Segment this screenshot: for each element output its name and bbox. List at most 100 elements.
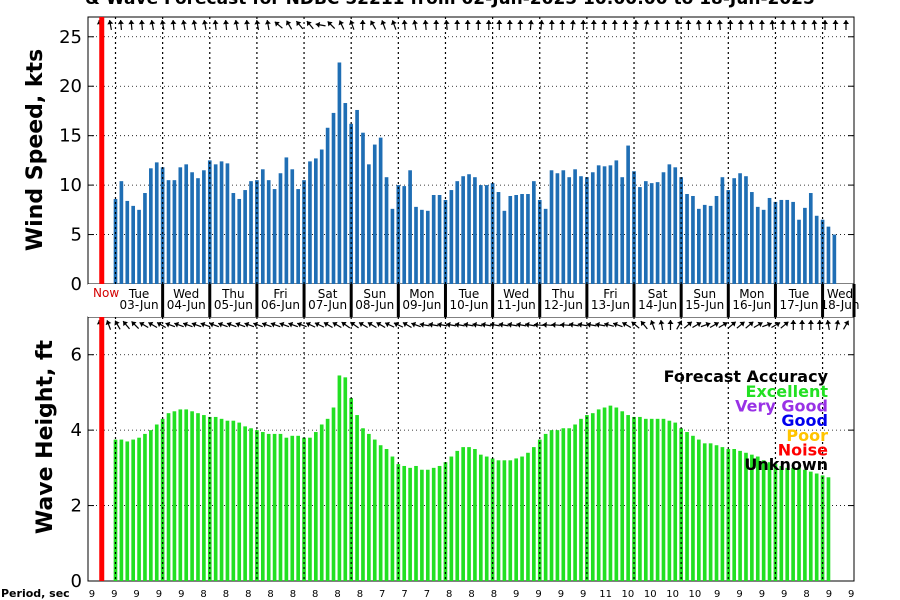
bar [143,433,147,581]
arrow-head [138,20,145,25]
date-label: 12-Jun [544,298,583,312]
direction-arrow [580,20,587,30]
bar [219,418,224,581]
direction-arrow [402,321,412,329]
day-of-week-label: Wed [827,287,853,301]
y-tick-label: 25 [59,27,82,48]
arrow-head [790,20,797,25]
y-tick-label: 20 [59,76,82,97]
bar [325,127,330,284]
direction-arrow [643,19,650,31]
bar [249,428,253,581]
bar [673,422,678,581]
arrow-head [391,20,397,26]
direction-arrow [664,20,671,30]
arrow-head [446,321,451,328]
direction-arrow [454,321,465,328]
period-value: 10 [689,589,702,600]
arrow-head [780,20,786,24]
bar [797,467,801,581]
period-value: 8 [446,589,452,600]
day-of-week-label: Mon [409,287,434,301]
direction-arrow [332,321,342,329]
direction-arrow [631,321,640,329]
direction-arrow [295,20,304,30]
arrow-head [686,321,692,327]
date-label: 18-Jun [820,298,859,312]
date-label: 05-Jun [214,298,253,312]
arrow-head [658,320,665,325]
bar [237,198,242,284]
bar [461,447,465,581]
date-label: 17-Jun [779,298,818,312]
bar [785,467,790,581]
wind-speed-axis-label: Wind Speed, kts [23,49,48,251]
bar [390,456,395,581]
bar [579,176,583,284]
period-row: 9 9 9 9 9 8 8 8 8 8 8 8 8 7 7 7 8 8 8 9 9 9 9 11 10 10 10 10 9 9 9 9 8 9 9 [89,589,855,600]
day-of-week-label: Tue [788,287,810,301]
direction-arrow [674,20,681,30]
bar [331,407,336,581]
direction-arrow [244,321,255,328]
arrow-head [433,20,440,24]
bar [732,449,737,581]
arrow-head [212,20,219,25]
direction-arrow [658,319,665,331]
direction-arrow [359,20,366,30]
bar [119,181,124,284]
bar [219,161,224,284]
bar [349,398,354,581]
arrow-head [402,321,408,328]
arrow-head [288,321,294,328]
bar [532,181,536,284]
bar [738,450,742,581]
direction-arrow [542,321,553,328]
direction-arrow [667,320,674,330]
arrow-head [713,321,719,328]
day-of-week-label: Wed [503,287,529,301]
direction-arrow [446,321,457,328]
direction-arrow [437,321,448,328]
arrow-head [568,321,574,328]
arrow-head [622,321,628,328]
direction-arrow [685,20,692,30]
bar [685,432,689,581]
y-tick-label: 15 [59,126,82,147]
bar [702,204,707,284]
bar [797,219,801,284]
bar [160,167,165,284]
period-value: 10 [644,589,657,600]
direction-arrow [621,321,632,329]
bar [714,195,719,284]
arrow-head [139,321,145,328]
bar [826,477,831,581]
bar [526,194,530,284]
bar [437,465,442,581]
period-value: 9 [111,589,117,600]
day-of-week-label: Sat [648,287,668,301]
bar [420,469,424,581]
arrow-head [496,20,503,24]
direction-arrow [454,20,461,30]
day-of-week-label: Thu [551,287,575,301]
arrow-head [507,321,513,328]
period-value: 9 [89,589,95,600]
day-of-week-label: Fri [273,287,287,301]
period-value: 9 [714,589,720,600]
bar [449,456,454,581]
arrow-head [653,20,660,24]
bar [314,158,318,284]
bar [131,439,135,581]
period-value: 8 [245,589,251,600]
direction-arrow [577,321,588,328]
arrow-head [123,321,128,327]
bar [484,456,489,581]
arrow-head [727,20,734,24]
direction-arrow [737,20,744,30]
arrow-head [569,20,576,25]
bar [378,445,383,581]
direction-arrow [832,20,839,30]
arrow-head [685,20,692,24]
arrow-head [380,20,387,26]
